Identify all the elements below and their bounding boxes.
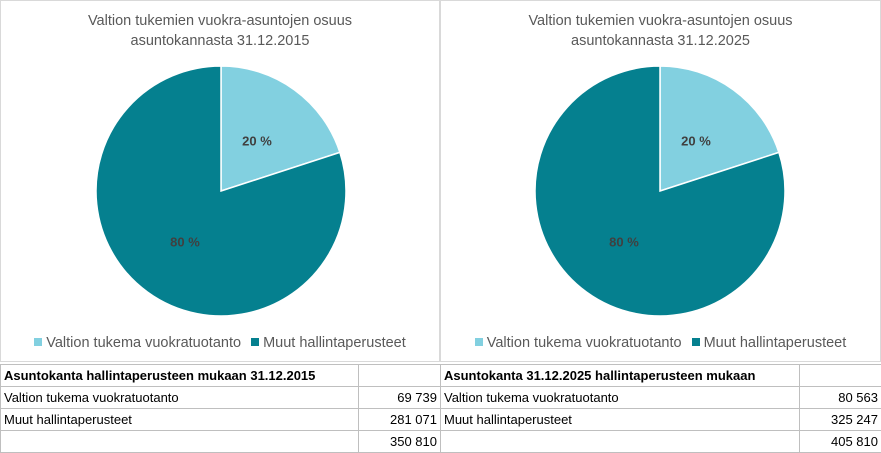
table-total-row: 405 810 bbox=[441, 431, 881, 453]
row-value: 80 563 bbox=[800, 387, 881, 409]
table-header-empty bbox=[800, 365, 881, 387]
row-label: Valtion tukema vuokratuotanto bbox=[441, 387, 800, 409]
table-row: Muut hallintaperusteet 325 247 bbox=[441, 409, 881, 431]
table-total-row: 350 810 bbox=[1, 431, 441, 453]
table-header-row: Asuntokanta 31.12.2025 hallintaperusteen… bbox=[441, 365, 881, 387]
legend: Valtion tukema vuokratuotanto Muut halli… bbox=[1, 335, 439, 351]
table-row: Muut hallintaperusteet 281 071 bbox=[1, 409, 441, 431]
table-header: Asuntokanta 31.12.2025 hallintaperusteen… bbox=[441, 365, 800, 387]
housing-stock-table-2025: Asuntokanta 31.12.2025 hallintaperusteen… bbox=[440, 364, 881, 453]
pie-chart-2015: 20 % 80 % bbox=[1, 1, 441, 331]
data-label-other: 80 % bbox=[170, 234, 200, 249]
row-value: 325 247 bbox=[800, 409, 881, 431]
row-value: 281 071 bbox=[359, 409, 441, 431]
legend-item-state-supported: Valtion tukema vuokratuotanto bbox=[34, 335, 241, 351]
row-label: Muut hallintaperusteet bbox=[1, 409, 359, 431]
data-label-other: 80 % bbox=[609, 234, 639, 249]
data-label-state-supported: 20 % bbox=[681, 133, 711, 148]
pie-chart-2025: 20 % 80 % bbox=[441, 1, 881, 331]
table-header-row: Asuntokanta hallintaperusteen mukaan 31.… bbox=[1, 365, 441, 387]
total-value: 405 810 bbox=[800, 431, 881, 453]
table-row: Valtion tukema vuokratuotanto 80 563 bbox=[441, 387, 881, 409]
legend-item-state-supported: Valtion tukema vuokratuotanto bbox=[475, 335, 682, 351]
legend-swatch-light bbox=[475, 338, 483, 346]
chart-panel-2015: Valtion tukemien vuokra-asuntojen osuus … bbox=[0, 0, 440, 362]
legend-swatch-dark bbox=[251, 338, 259, 346]
housing-stock-table-2015: Asuntokanta hallintaperusteen mukaan 31.… bbox=[0, 364, 441, 453]
table-row: Valtion tukema vuokratuotanto 69 739 bbox=[1, 387, 441, 409]
table-header-empty bbox=[359, 365, 441, 387]
legend-label: Muut hallintaperusteet bbox=[704, 335, 847, 351]
chart-panel-2025: Valtion tukemien vuokra-asuntojen osuus … bbox=[440, 0, 881, 362]
row-label: Valtion tukema vuokratuotanto bbox=[1, 387, 359, 409]
row-value: 69 739 bbox=[359, 387, 441, 409]
legend-swatch-dark bbox=[692, 338, 700, 346]
data-label-state-supported: 20 % bbox=[242, 133, 272, 148]
legend-item-other: Muut hallintaperusteet bbox=[251, 335, 406, 351]
row-label: Muut hallintaperusteet bbox=[441, 409, 800, 431]
legend-label: Valtion tukema vuokratuotanto bbox=[46, 335, 241, 351]
total-value: 350 810 bbox=[359, 431, 441, 453]
legend-swatch-light bbox=[34, 338, 42, 346]
legend-item-other: Muut hallintaperusteet bbox=[692, 335, 847, 351]
row-label bbox=[1, 431, 359, 453]
legend-label: Muut hallintaperusteet bbox=[263, 335, 406, 351]
legend: Valtion tukema vuokratuotanto Muut halli… bbox=[441, 335, 880, 351]
legend-label: Valtion tukema vuokratuotanto bbox=[487, 335, 682, 351]
row-label bbox=[441, 431, 800, 453]
table-header: Asuntokanta hallintaperusteen mukaan 31.… bbox=[1, 365, 359, 387]
